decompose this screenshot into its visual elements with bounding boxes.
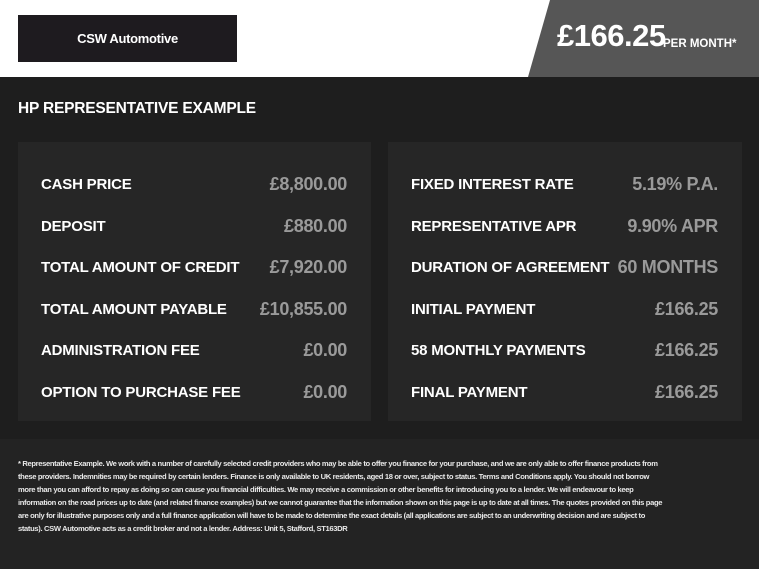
finance-row: FINAL PAYMENT £166.25 xyxy=(411,372,718,414)
row-label: REPRESENTATIVE APR xyxy=(411,217,577,235)
finance-row: FIXED INTEREST RATE 5.19% P.A. xyxy=(411,164,718,206)
row-label: 58 MONTHLY PAYMENTS xyxy=(411,342,586,360)
row-label: DEPOSIT xyxy=(41,217,106,235)
row-value: £10,855.00 xyxy=(259,298,347,319)
finance-row: REPRESENTATIVE APR 9.90% APR xyxy=(411,206,718,248)
row-label: FINAL PAYMENT xyxy=(411,383,528,401)
row-value: £166.25 xyxy=(655,381,718,402)
row-label: TOTAL AMOUNT OF CREDIT xyxy=(41,259,240,277)
finance-row: TOTAL AMOUNT OF CREDIT £7,920.00 xyxy=(41,247,347,289)
row-value: 60 MONTHS xyxy=(617,257,719,278)
row-label: DURATION OF AGREEMENT xyxy=(411,259,610,277)
finance-row: 58 MONTHLY PAYMENTS £166.25 xyxy=(411,330,718,372)
header: CSW Automotive £166.25 PER MONTH* xyxy=(0,0,759,77)
section-title: HP REPRESENTATIVE EXAMPLE xyxy=(18,100,256,117)
row-value: £8,800.00 xyxy=(269,174,348,195)
disclaimer-section: * Representative Example. We work with a… xyxy=(0,439,759,569)
row-value: £166.25 xyxy=(655,340,718,361)
price-banner xyxy=(528,0,759,77)
row-value: £0.00 xyxy=(303,381,347,402)
row-label: OPTION TO PURCHASE FEE xyxy=(41,383,241,401)
disclaimer-text: * Representative Example. We work with a… xyxy=(18,459,663,533)
row-label: ADMINISTRATION FEE xyxy=(41,342,200,360)
finance-row: DURATION OF AGREEMENT 60 MONTHS xyxy=(411,247,718,289)
finance-row: INITIAL PAYMENT £166.25 xyxy=(411,289,718,331)
finance-row: ADMINISTRATION FEE £0.00 xyxy=(41,330,347,372)
finance-panel-left: CASH PRICE £8,800.00 DEPOSIT £880.00 TOTAL… xyxy=(18,142,371,421)
row-value: £166.25 xyxy=(655,298,718,319)
dealer-logo[interactable]: CSW Automotive xyxy=(18,15,237,62)
finance-row: CASH PRICE £8,800.00 xyxy=(41,164,347,206)
row-value: £880.00 xyxy=(284,215,347,236)
row-value: £7,920.00 xyxy=(269,257,348,278)
finance-row: TOTAL AMOUNT PAYABLE £10,855.00 xyxy=(41,289,347,331)
row-value: 9.90% APR xyxy=(627,215,718,236)
row-label: FIXED INTEREST RATE xyxy=(411,176,574,194)
row-label: CASH PRICE xyxy=(41,176,132,194)
per-month-label: PER MONTH* xyxy=(663,38,737,50)
finance-row: DEPOSIT £880.00 xyxy=(41,206,347,248)
row-value: 5.19% P.A. xyxy=(632,174,718,195)
row-label: INITIAL PAYMENT xyxy=(411,300,536,318)
finance-row: OPTION TO PURCHASE FEE £0.00 xyxy=(41,372,347,414)
finance-panel-right: FIXED INTEREST RATE 5.19% P.A. REPRESENTA… xyxy=(388,142,742,421)
row-label: TOTAL AMOUNT PAYABLE xyxy=(41,300,227,318)
row-value: £0.00 xyxy=(303,340,347,361)
monthly-price: £166.25 xyxy=(557,18,666,53)
